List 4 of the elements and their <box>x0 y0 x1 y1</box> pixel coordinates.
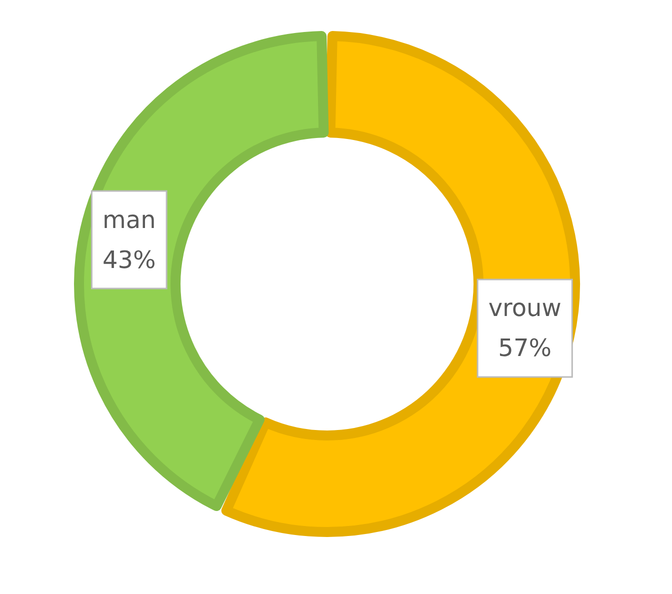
slice-label: man <box>102 206 156 234</box>
data-label: 43% <box>102 246 156 274</box>
slice-label: vrouw <box>488 294 562 322</box>
data-label: 57% <box>498 334 552 362</box>
